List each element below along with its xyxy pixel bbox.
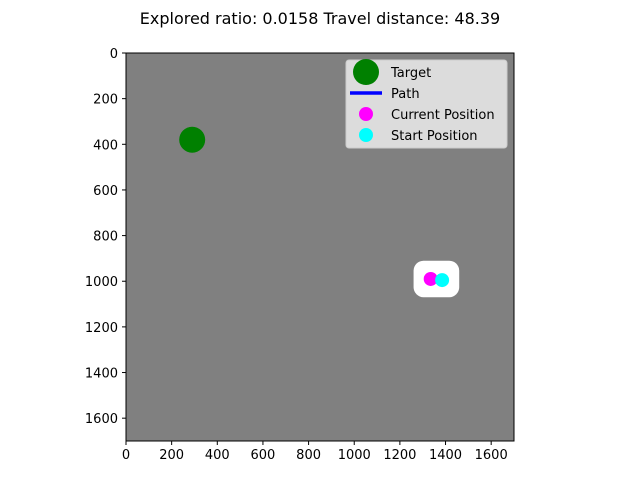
x-tick-label: 1400 [429,448,462,463]
x-tick-label: 200 [159,448,184,463]
x-tick-label: 1200 [383,448,416,463]
plot-frame [125,52,515,442]
y-tick-label: 400 [93,138,118,153]
y-tick-label: 200 [93,93,118,108]
x-tick-label: 0 [122,448,130,463]
target-marker [179,126,206,153]
x-tick-label: 600 [251,448,276,463]
legend-start-label: Start Position [391,129,478,144]
y-tick-label: 1600 [85,412,118,427]
legend: Target Path Current Position Start Posit… [345,59,508,149]
legend-path-label: Path [391,87,420,102]
y-tick-label: 0 [110,47,118,62]
legend-start-icon [359,128,373,142]
y-tick-label: 1200 [85,321,118,336]
start-position-marker [435,273,450,288]
legend-current-icon [359,107,373,121]
y-tick-label: 800 [93,230,118,245]
legend-current-label: Current Position [391,108,495,123]
y-axis: 0 200 400 600 800 1000 1200 1400 1600 [85,47,126,427]
x-tick-label: 1000 [338,448,371,463]
y-tick-label: 600 [93,184,118,199]
legend-target-label: Target [390,66,431,81]
chart-title: Explored ratio: 0.0158 Travel distance: … [140,9,500,28]
x-tick-label: 1600 [475,448,508,463]
y-tick-label: 1400 [85,367,118,382]
x-axis: 0 200 400 600 800 1000 1200 1400 1600 [122,441,508,463]
legend-box [345,59,508,149]
x-tick-label: 800 [296,448,321,463]
current-position-marker [423,271,438,286]
y-tick-label: 1000 [85,275,118,290]
x-tick-label: 400 [205,448,230,463]
legend-target-icon [353,59,379,85]
